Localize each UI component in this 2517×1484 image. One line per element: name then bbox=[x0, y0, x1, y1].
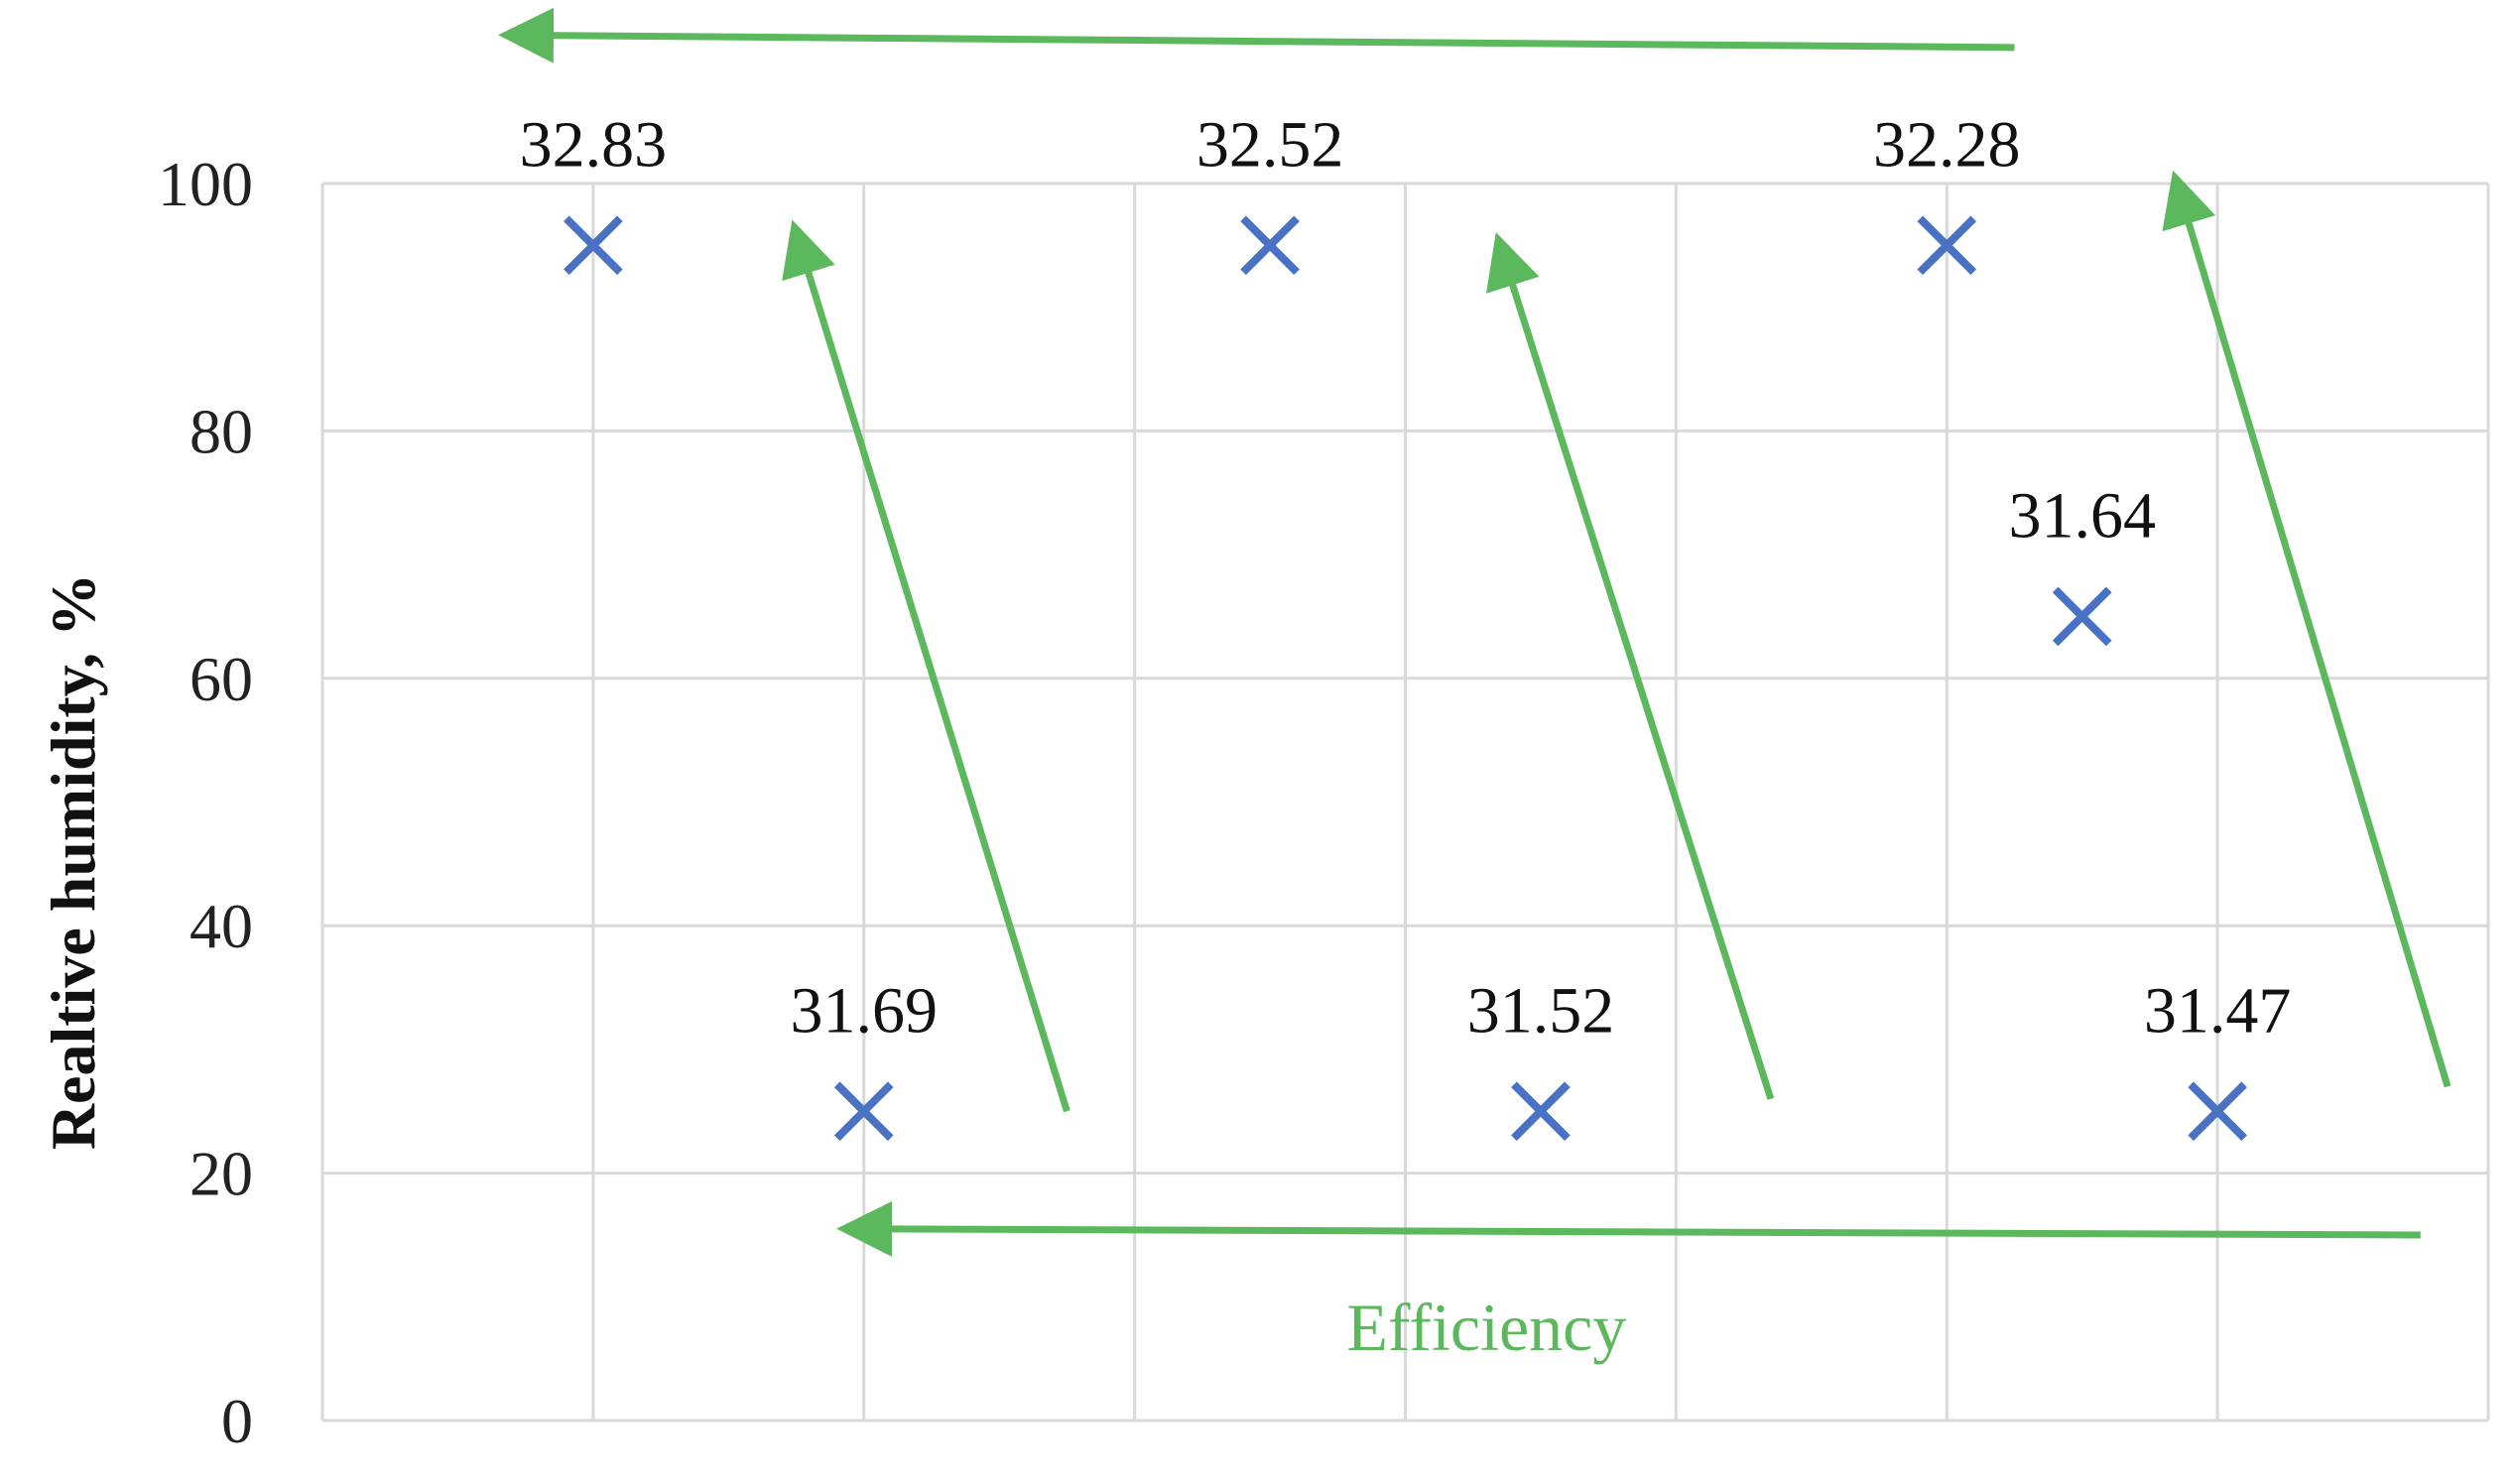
x-marker bbox=[2052, 586, 2112, 647]
x-marker-stroke bbox=[2188, 1081, 2247, 1142]
x-marker-stroke bbox=[833, 1081, 894, 1142]
data-label: 31.52 bbox=[1467, 974, 1615, 1047]
x-marker bbox=[1917, 215, 1977, 276]
trend-arrow bbox=[1486, 232, 1775, 1100]
y-tick-label: 80 bbox=[189, 396, 253, 466]
trend-arrow bbox=[498, 7, 2015, 63]
data-labels: 32.83 31.69 32.52 31.52 32.28 31.64 31.47 bbox=[520, 108, 2292, 1047]
x-marker-stroke bbox=[1240, 215, 1300, 276]
efficiency-annotation: Efficiency bbox=[1346, 1290, 1626, 1365]
x-marker bbox=[1511, 1081, 1571, 1142]
x-marker-stroke bbox=[1511, 1081, 1571, 1142]
y-axis-ticks: 0 20 40 60 80 100 bbox=[158, 149, 253, 1456]
data-label: 32.52 bbox=[1196, 108, 1344, 181]
data-label: 32.83 bbox=[520, 108, 668, 181]
y-tick-label: 40 bbox=[189, 891, 253, 961]
trend-arrow bbox=[782, 219, 1070, 1113]
data-points bbox=[564, 215, 2247, 1142]
trend-arrow bbox=[836, 1200, 2421, 1257]
y-axis-title: Realtive humidity, % bbox=[38, 573, 108, 1150]
grid bbox=[320, 182, 2490, 1422]
x-marker bbox=[2188, 1081, 2247, 1142]
data-label: 31.47 bbox=[2144, 974, 2292, 1047]
y-tick-label: 0 bbox=[221, 1386, 253, 1456]
data-label: 31.69 bbox=[791, 974, 939, 1047]
arrows bbox=[498, 7, 2452, 1257]
x-marker-stroke bbox=[1917, 215, 1977, 276]
data-label: 31.64 bbox=[2008, 479, 2156, 552]
data-label: 32.28 bbox=[1873, 108, 2021, 181]
x-marker-stroke bbox=[2052, 586, 2112, 647]
y-tick-label: 60 bbox=[189, 644, 253, 714]
y-tick-label: 20 bbox=[189, 1139, 253, 1209]
y-tick-label: 100 bbox=[158, 149, 253, 219]
x-marker bbox=[564, 215, 623, 276]
x-marker bbox=[833, 1081, 894, 1142]
trend-arrow bbox=[2162, 170, 2452, 1088]
x-marker-stroke bbox=[564, 215, 623, 276]
x-marker bbox=[1240, 215, 1300, 276]
